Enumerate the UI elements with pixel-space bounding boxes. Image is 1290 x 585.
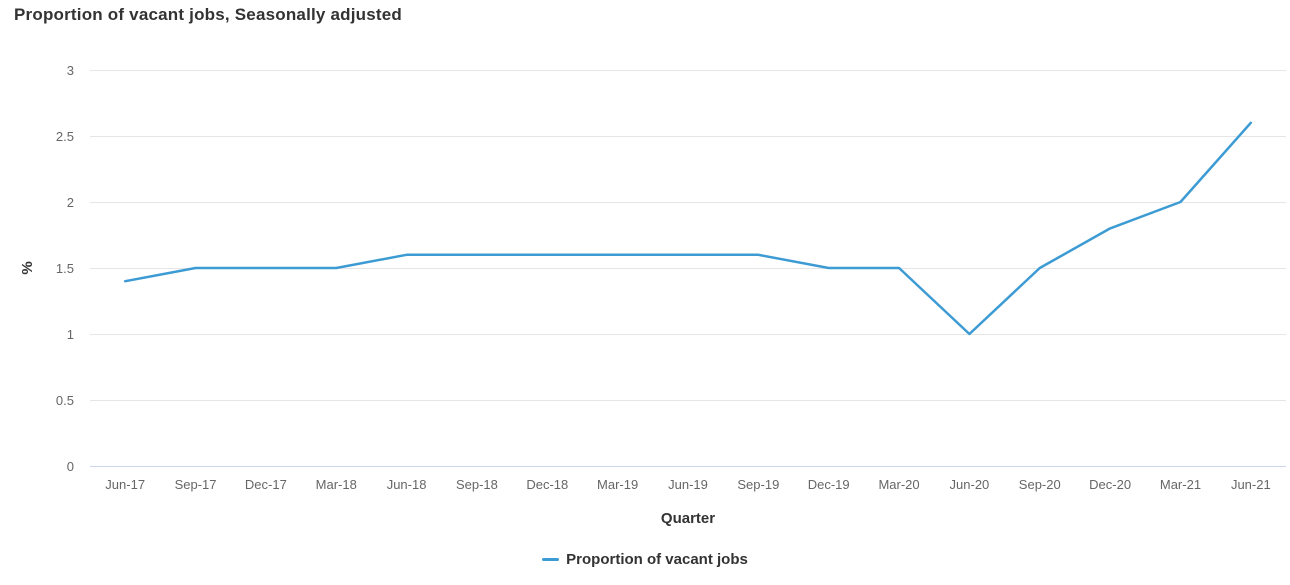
y-tick-label: 1 <box>67 327 74 342</box>
series-line[interactable] <box>123 121 1253 336</box>
legend-item-proportion-of-vacant-jobs[interactable]: Proportion of vacant jobs <box>542 551 748 568</box>
legend: Proportion of vacant jobs <box>0 546 1290 572</box>
x-tick-label: Sep-20 <box>1019 477 1061 492</box>
x-tick-label: Mar-20 <box>878 477 919 492</box>
x-tick-label: Dec-17 <box>245 477 287 492</box>
y-axis-title: % <box>19 261 36 274</box>
x-tick-label: Jun-17 <box>105 477 145 492</box>
x-tick-label: Jun-21 <box>1231 477 1271 492</box>
x-tick-label: Mar-18 <box>316 477 357 492</box>
x-axis-title: Quarter <box>661 510 715 527</box>
x-tick-label: Sep-17 <box>175 477 217 492</box>
legend-label: Proportion of vacant jobs <box>566 550 748 568</box>
y-tick-label: 0.5 <box>56 393 74 408</box>
y-tick-label: 1.5 <box>56 261 74 276</box>
x-tick-label: Jun-19 <box>668 477 708 492</box>
x-tick-label: Dec-20 <box>1089 477 1131 492</box>
x-tick-label: Sep-18 <box>456 477 498 492</box>
x-tick-label: Dec-19 <box>808 477 850 492</box>
line-chart-canvas: 0 0.5 1 1.5 2 2.5 3 Jun-17 Sep-17 Dec-17 Mar-18 Jun… <box>19 63 1286 527</box>
x-tick-label: Jun-20 <box>950 477 990 492</box>
x-tick-label: Dec-18 <box>526 477 568 492</box>
y-tick-label: 2.5 <box>56 129 74 144</box>
y-tick-label: 0 <box>67 459 74 474</box>
y-tick-label: 2 <box>67 195 74 210</box>
x-tick-label: Mar-21 <box>1160 477 1201 492</box>
y-tick-label: 3 <box>67 63 74 78</box>
chart-title: Proportion of vacant jobs, Seasonally ad… <box>14 5 402 24</box>
x-tick-label: Jun-18 <box>387 477 427 492</box>
x-tick-label: Sep-19 <box>737 477 779 492</box>
legend-line-marker-icon <box>542 557 560 561</box>
x-tick-label: Mar-19 <box>597 477 638 492</box>
